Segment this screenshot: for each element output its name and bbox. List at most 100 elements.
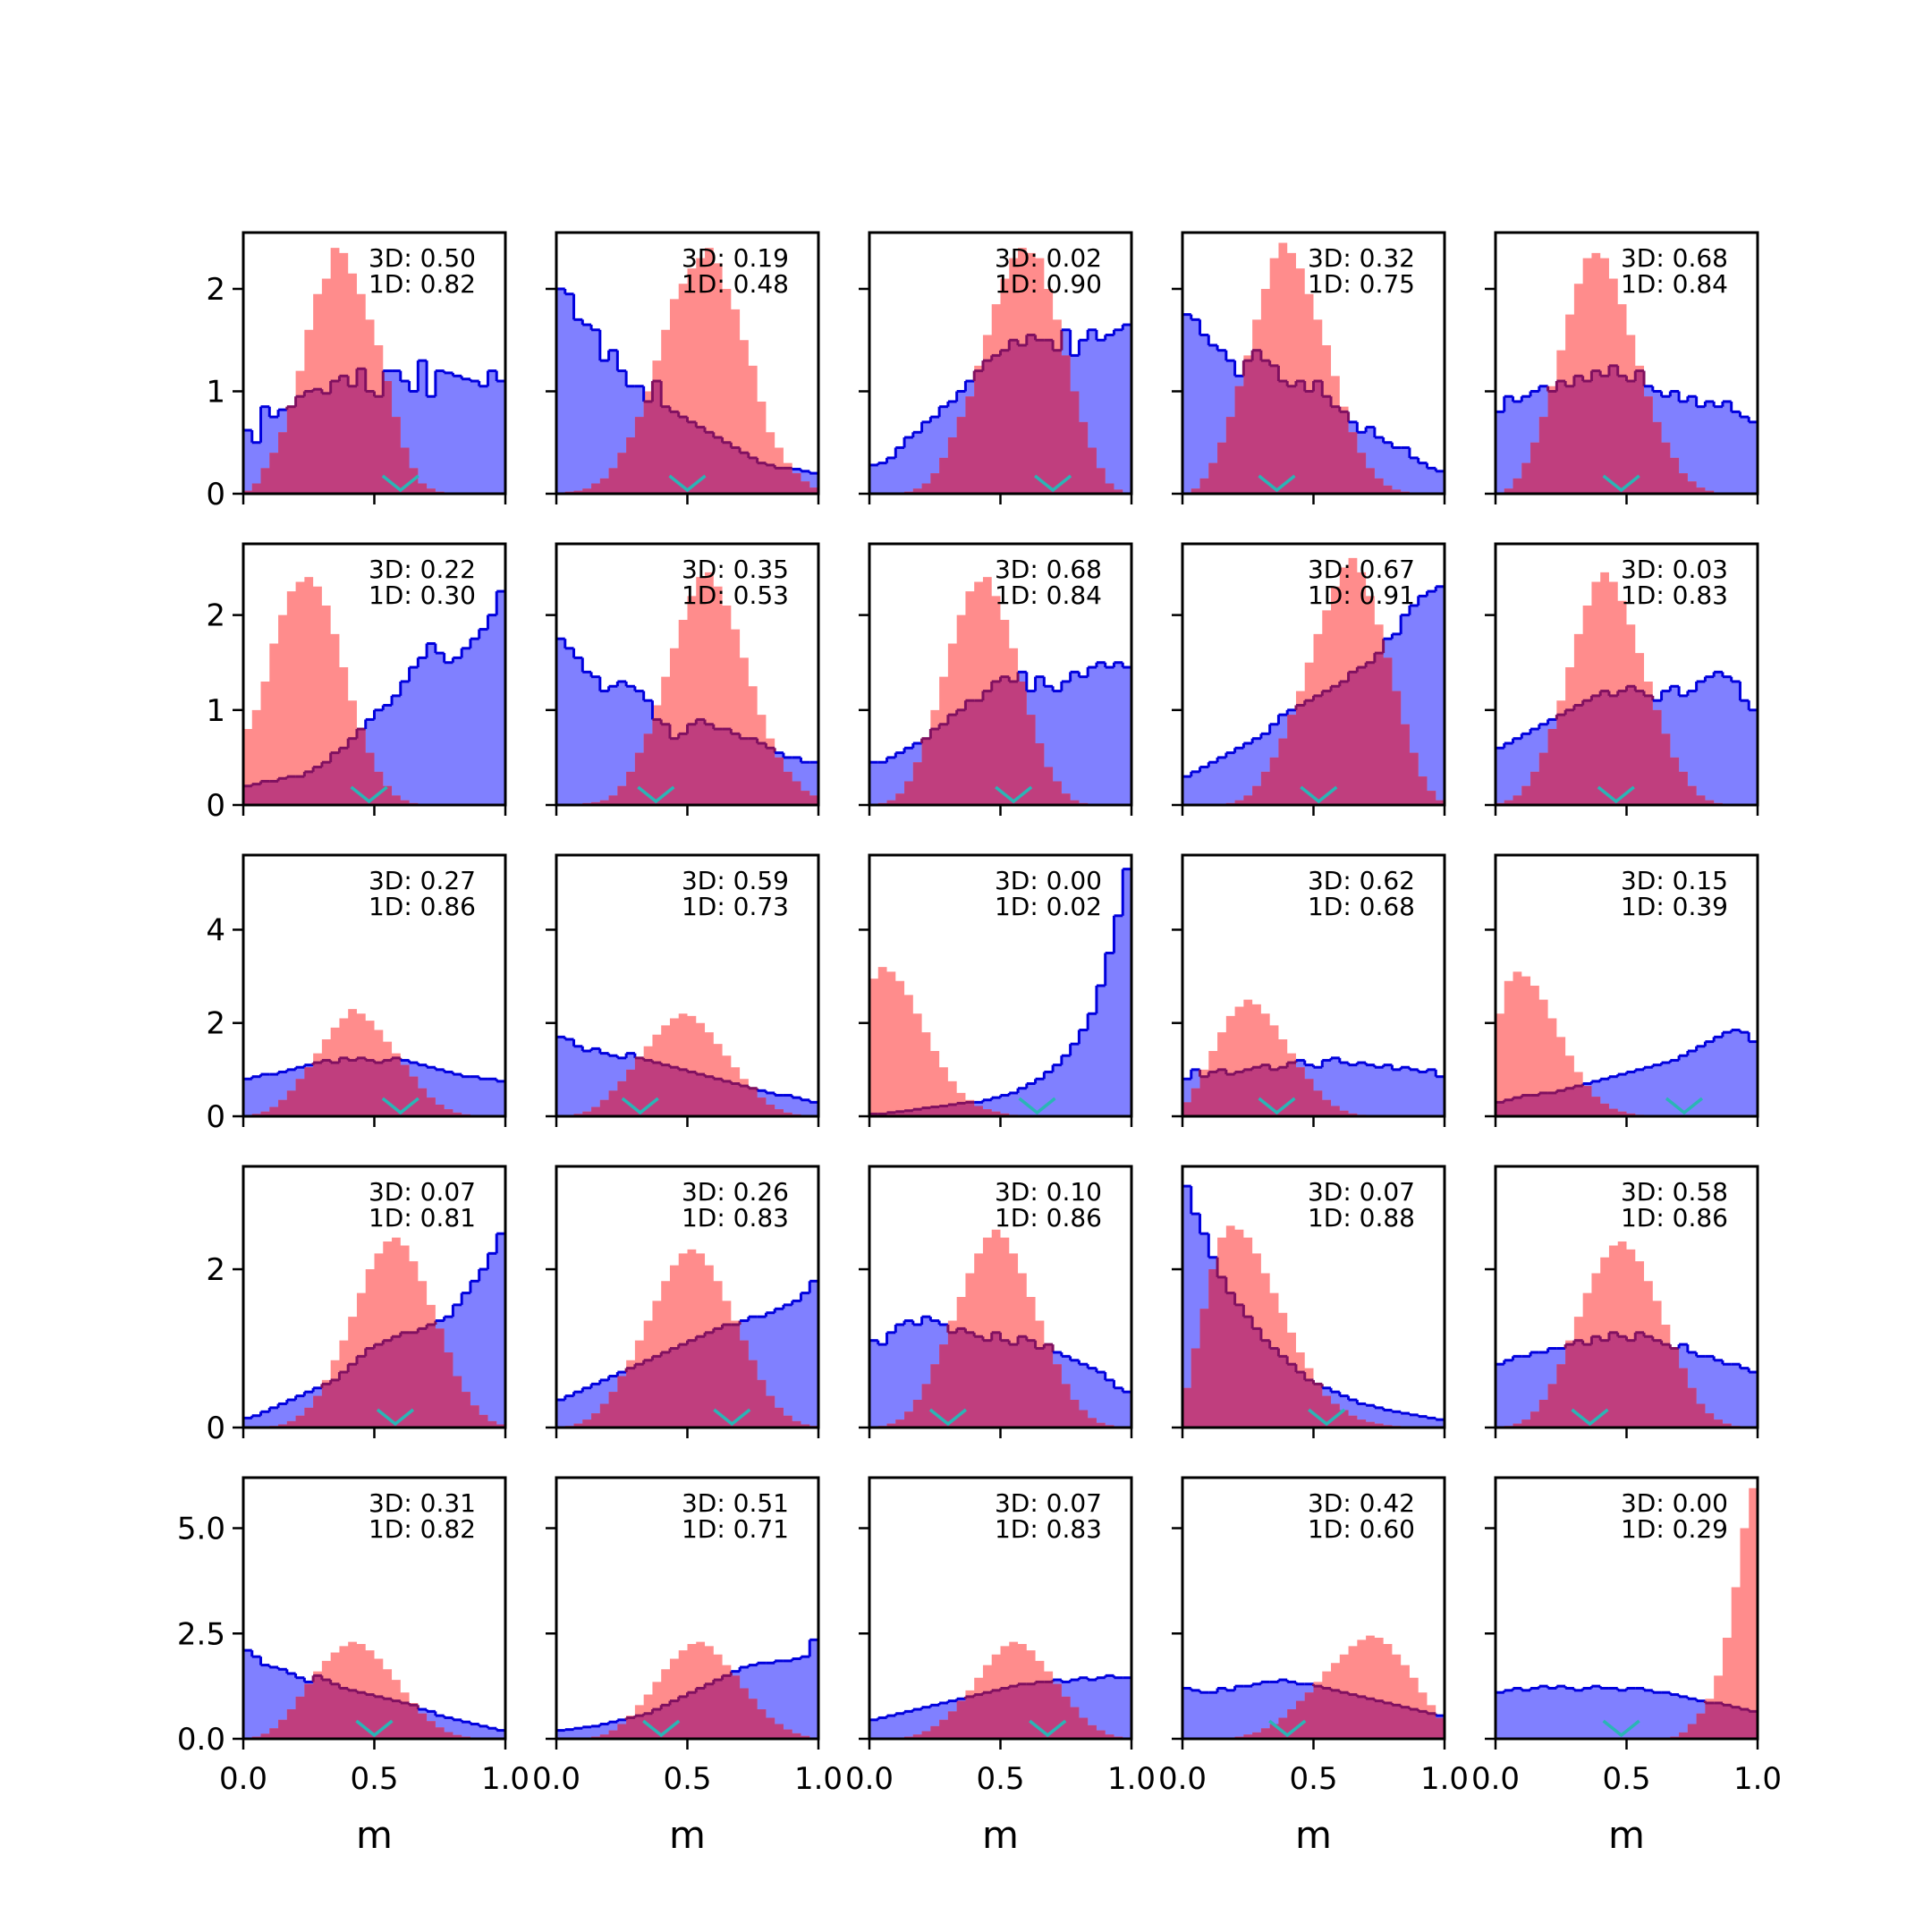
- plot-area: [243, 248, 505, 494]
- plot-area: [1182, 242, 1445, 494]
- annotation-3d: 3D: 0.51: [682, 1488, 789, 1518]
- annotation-3d: 3D: 0.03: [1621, 555, 1728, 584]
- x-axis-label: m: [669, 1813, 706, 1857]
- overlap-histogram-fill: [556, 719, 818, 805]
- plot-area: [869, 577, 1131, 805]
- x-tick-label: 0.5: [1602, 1761, 1650, 1797]
- x-tick-label: 1.0: [481, 1761, 530, 1797]
- annotation-3d: 3D: 0.68: [1621, 243, 1728, 273]
- annotation-3d: 3D: 0.59: [682, 866, 789, 895]
- overlap-histogram-fill: [869, 676, 1131, 805]
- annotation-3d: 3D: 0.31: [369, 1488, 476, 1518]
- annotation-3d: 3D: 0.50: [369, 243, 476, 273]
- true-value-marker: [668, 474, 707, 493]
- true-value-marker: [1034, 474, 1072, 493]
- overlap-histogram-fill: [1182, 1686, 1445, 1739]
- annotation-1d: 1D: 0.88: [1308, 1203, 1415, 1233]
- true-value-marker: [1571, 1408, 1609, 1427]
- overlap-histogram-fill: [556, 1675, 818, 1739]
- x-tick-label: 0.0: [845, 1761, 894, 1797]
- annotation-1d: 1D: 0.02: [995, 892, 1102, 921]
- annotation-1d: 1D: 0.90: [995, 269, 1102, 299]
- annotation-1d: 1D: 0.86: [995, 1203, 1102, 1233]
- annotation-1d: 1D: 0.86: [369, 892, 476, 921]
- red-histogram-fill: [556, 248, 818, 494]
- plot-area: [1496, 1487, 1758, 1739]
- y-tick-label: 0: [206, 788, 225, 824]
- blue-histogram-fill: [243, 591, 505, 805]
- annotation-3d: 3D: 0.07: [369, 1177, 476, 1207]
- true-value-marker: [376, 1408, 415, 1427]
- annotation-3d: 3D: 0.22: [369, 555, 476, 584]
- overlap-histogram-fill: [1496, 1702, 1758, 1739]
- overlap-histogram-fill: [869, 335, 1131, 494]
- overlap-histogram-fill: [1182, 653, 1445, 805]
- x-tick-label: 0.0: [1158, 1761, 1207, 1797]
- plot-area: [556, 1249, 818, 1428]
- plot-area: [869, 1641, 1131, 1739]
- annotation-3d: 3D: 0.27: [369, 866, 476, 895]
- plot-area: [1496, 971, 1758, 1116]
- y-tick-label: 2: [206, 1006, 225, 1042]
- true-value-marker: [713, 1408, 751, 1427]
- x-tick-label: 0.5: [350, 1761, 398, 1797]
- plot-area: [1496, 572, 1758, 805]
- true-value-marker: [1665, 1097, 1704, 1115]
- annotation-1d: 1D: 0.48: [682, 269, 789, 299]
- true-value-marker: [1597, 785, 1635, 804]
- annotation-1d: 1D: 0.39: [1621, 892, 1728, 921]
- plot-area: [243, 577, 505, 805]
- plot-area: [243, 1232, 505, 1428]
- plot-area: [1182, 999, 1445, 1116]
- true-value-marker: [642, 1719, 681, 1738]
- y-tick-label: 2: [206, 1252, 225, 1288]
- y-tick-label: 5.0: [177, 1512, 225, 1547]
- true-value-marker: [621, 1097, 659, 1115]
- annotation-3d: 3D: 0.19: [682, 243, 789, 273]
- overlap-histogram-fill: [1182, 1063, 1445, 1116]
- blue-histogram-fill: [869, 869, 1131, 1116]
- true-value-marker: [350, 785, 388, 804]
- x-axis-label: m: [356, 1813, 393, 1857]
- y-tick-label: 1: [206, 374, 225, 410]
- y-tick-label: 4: [206, 912, 225, 948]
- annotation-1d: 1D: 0.68: [1308, 892, 1415, 921]
- overlap-histogram-fill: [1496, 365, 1758, 494]
- x-tick-label: 1.0: [794, 1761, 843, 1797]
- plot-area: [1496, 252, 1758, 494]
- true-value-marker: [1258, 1097, 1296, 1115]
- x-tick-label: 0.0: [532, 1761, 580, 1797]
- x-tick-label: 0.5: [663, 1761, 711, 1797]
- overlap-histogram-fill: [243, 729, 505, 805]
- true-value-marker: [1308, 1408, 1346, 1427]
- y-tick-label: 0.0: [177, 1722, 225, 1758]
- x-axis-label: m: [982, 1813, 1019, 1857]
- annotation-3d: 3D: 0.15: [1621, 866, 1728, 895]
- overlap-histogram-fill: [869, 1682, 1131, 1739]
- blue-histogram-fill: [556, 288, 818, 494]
- annotation-1d: 1D: 0.73: [682, 892, 789, 921]
- x-tick-label: 1.0: [1420, 1761, 1469, 1797]
- x-axis-label: m: [1608, 1813, 1645, 1857]
- overlap-histogram-fill: [1496, 1086, 1758, 1116]
- y-tick-label: 2: [206, 598, 225, 634]
- x-tick-label: 1.0: [1107, 1761, 1156, 1797]
- annotation-3d: 3D: 0.68: [995, 555, 1102, 584]
- plot-area: [1182, 1184, 1445, 1428]
- plot-area: [243, 1009, 505, 1116]
